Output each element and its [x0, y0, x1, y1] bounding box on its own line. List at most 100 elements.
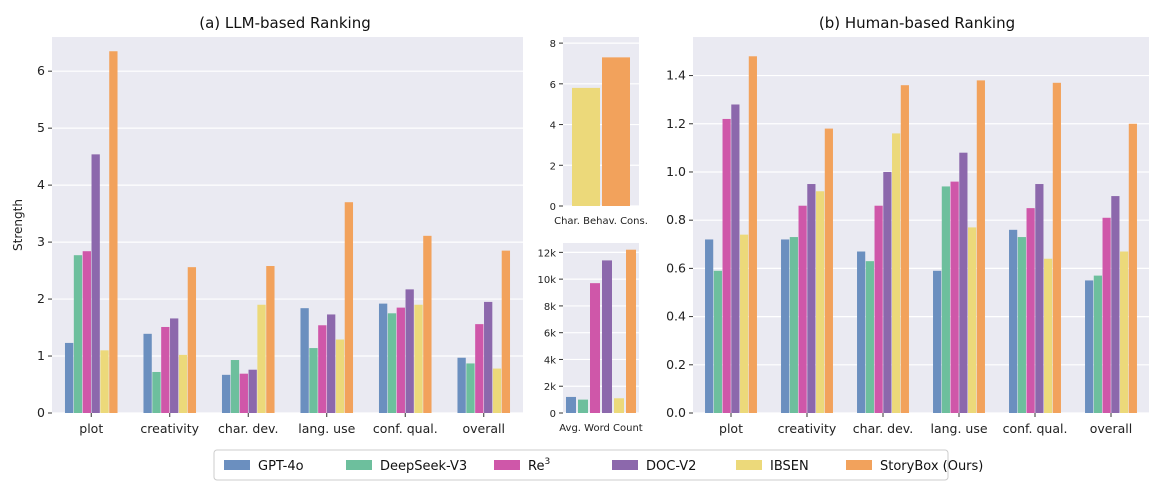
bar-ibsen [100, 350, 109, 413]
y-tick-label: 0.6 [666, 260, 686, 275]
legend-label: DOC-V2 [646, 459, 696, 474]
y-tick-label: 0 [550, 202, 556, 213]
y-tick-label: 4 [37, 177, 45, 192]
legend-label-text: GPT-4o [258, 459, 304, 474]
y-tick-label: 3 [37, 234, 45, 249]
bar-doc-v2 [1111, 196, 1120, 413]
bar-storybox-ours- [344, 202, 354, 413]
y-tick-label: 12k [537, 248, 556, 259]
bar-doc-v2 [91, 154, 100, 413]
bar-gpt-4o [566, 396, 576, 413]
bar-deepseek-v3 [230, 360, 240, 413]
bar-re3 [239, 373, 248, 413]
bar-deepseek-v3 [1017, 237, 1026, 413]
y-tick-label: 1.0 [666, 164, 686, 179]
bar-doc-v2 [959, 152, 968, 413]
bar-doc-v2 [807, 184, 816, 413]
x-tick-label: conf. qual. [373, 421, 438, 436]
bar-gpt-4o [300, 308, 309, 413]
bar-gpt-4o [64, 342, 74, 413]
bar-re3 [318, 325, 327, 413]
x-tick-label: lang. use [930, 421, 987, 436]
bar-ibsen [968, 227, 977, 413]
legend-item: GPT-4o [224, 459, 304, 474]
bar-re3 [1102, 217, 1111, 413]
bar-deepseek-v3 [713, 270, 722, 413]
legend-item: IBSEN [736, 459, 809, 474]
bar-storybox-ours- [626, 249, 636, 413]
bar-doc-v2 [170, 318, 179, 413]
bar-deepseek-v3 [941, 186, 950, 413]
bar-deepseek-v3 [1093, 275, 1102, 413]
y-axis-label: Strength [11, 199, 25, 251]
bar-storybox-ours- [1052, 82, 1061, 414]
bar-storybox-ours- [1128, 123, 1137, 414]
bar-deepseek-v3 [152, 371, 161, 413]
legend-swatch [494, 460, 520, 470]
legend-swatch [736, 460, 762, 470]
bar-storybox-ours- [602, 57, 630, 206]
bar-ibsen [178, 354, 188, 413]
y-tick-label: 2 [37, 291, 45, 306]
x-tick-label: char. dev. [853, 421, 913, 436]
legend-item: DOC-V2 [612, 459, 696, 474]
bar-re3 [722, 118, 731, 413]
legend-item: Re3 [494, 457, 550, 474]
legend-item: StoryBox (Ours) [846, 459, 983, 474]
bar-deepseek-v3 [309, 348, 318, 413]
bar-storybox-ours- [824, 128, 833, 414]
bar-gpt-4o [1009, 229, 1018, 413]
y-tick-label: 8 [550, 39, 556, 50]
x-tick-label: overall [463, 421, 505, 436]
bar-gpt-4o [705, 239, 714, 413]
y-tick-label: 2k [544, 382, 556, 393]
x-tick-label: lang. use [298, 421, 355, 436]
chart-title: (b) Human-based Ranking [819, 14, 1015, 32]
bar-deepseek-v3 [789, 237, 798, 413]
legend-label-text: StoryBox (Ours) [880, 459, 983, 474]
y-tick-label: 0 [37, 405, 45, 420]
bar-gpt-4o [933, 270, 942, 413]
chart-behav: 0 2 4 6 8 Char. Behav. Cons. [550, 37, 648, 227]
y-tick-label: 10k [537, 275, 556, 286]
y-tick-label: 6 [37, 63, 45, 78]
bar-gpt-4o [143, 333, 152, 413]
y-tick-label: 0 [550, 409, 556, 420]
legend-label-superscript: 3 [544, 457, 550, 467]
x-axis-label: Avg. Word Count [559, 423, 643, 434]
bar-storybox-ours- [187, 267, 197, 413]
bar-gpt-4o [378, 303, 388, 413]
x-tick-label: char. dev. [218, 421, 278, 436]
legend-label: StoryBox (Ours) [880, 459, 983, 474]
y-tick-label: 8k [544, 302, 556, 313]
bar-re3 [950, 181, 959, 413]
bar-doc-v2 [405, 289, 414, 413]
legend: GPT-4o DeepSeek-V3 Re3 DOC-V2 IBSEN StoryBox … [213, 449, 983, 481]
legend-item: DeepSeek-V3 [346, 459, 467, 474]
y-tick-label: 4 [550, 121, 556, 132]
y-tick-label: 2 [550, 161, 556, 172]
bar-ibsen [414, 304, 423, 413]
bar-gpt-4o [857, 251, 866, 413]
bar-gpt-4o [781, 239, 790, 413]
bar-re3 [396, 307, 405, 413]
bar-ibsen [257, 304, 266, 413]
bar-ibsen [1044, 258, 1053, 413]
plot-area [52, 37, 523, 413]
bar-doc-v2 [327, 314, 336, 413]
bar-doc-v2 [484, 301, 493, 413]
bar-re3 [475, 324, 484, 413]
bar-deepseek-v3 [466, 363, 475, 413]
x-tick-label: plot [719, 421, 743, 436]
bar-ibsen [614, 398, 624, 413]
bar-ibsen [816, 191, 825, 413]
legend-swatch [612, 460, 638, 470]
bar-re3 [161, 326, 170, 413]
x-tick-label: creativity [778, 421, 837, 436]
bar-gpt-4o [457, 357, 466, 413]
bar-ibsen [492, 368, 502, 413]
bar-storybox-ours- [109, 51, 118, 413]
bar-storybox-ours- [748, 56, 757, 414]
bar-re3 [590, 283, 600, 413]
